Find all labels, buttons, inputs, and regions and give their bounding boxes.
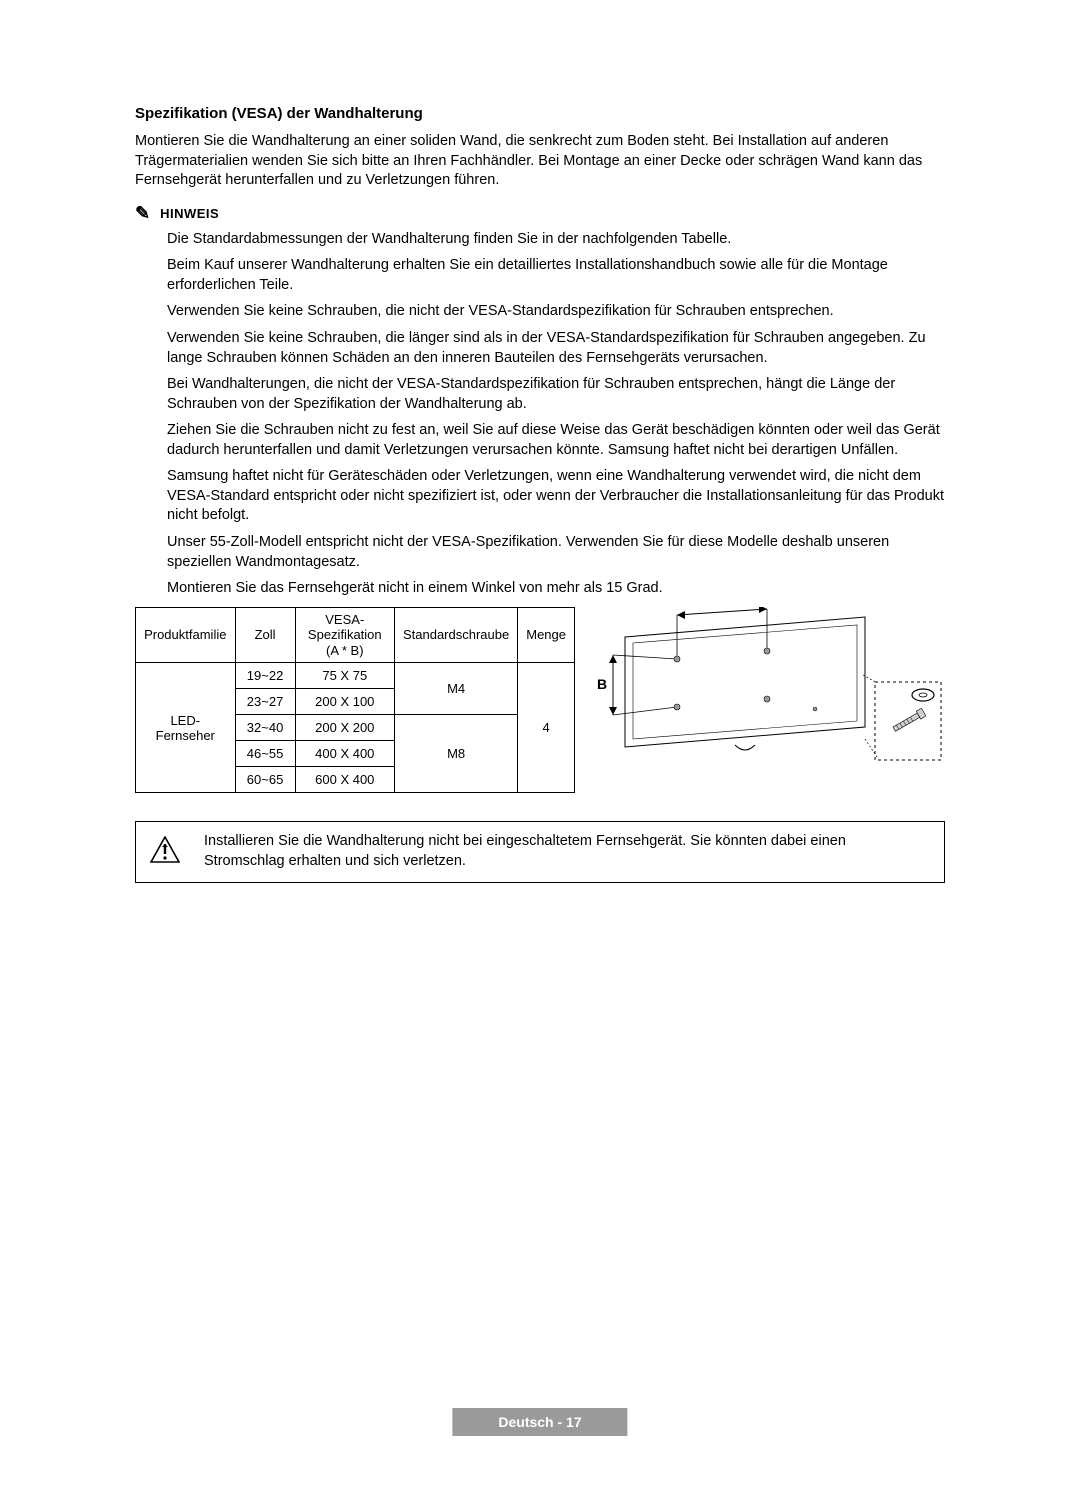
warning-triangle-icon — [150, 836, 180, 869]
page-footer: Deutsch - 17 — [452, 1408, 627, 1436]
vesa-table: Produktfamilie Zoll VESA-Spezifikation (… — [135, 607, 575, 794]
list-item: Unser 55-Zoll-Modell entspricht nicht de… — [167, 533, 945, 572]
warning-text: Installieren Sie die Wandhalterung nicht… — [204, 832, 930, 871]
cell-screw-m8: M8 — [394, 715, 517, 793]
header-product-family: Produktfamilie — [136, 607, 236, 663]
list-item: Montieren Sie das Fernsehgerät nicht in … — [167, 579, 945, 599]
pencil-icon: ✎ — [135, 203, 150, 224]
detail-dot — [813, 707, 817, 711]
cell-zoll: 60~65 — [235, 767, 295, 793]
dim-b-label: B — [597, 676, 607, 692]
hinweis-label: HINWEIS — [160, 206, 219, 221]
cell-vesa: 200 X 100 — [295, 689, 394, 715]
dim-a-label: A — [719, 607, 729, 609]
vesa-spec-line2: (A * B) — [326, 643, 364, 658]
vesa-hole — [674, 656, 680, 662]
hinweis-row: ✎ HINWEIS — [135, 203, 945, 224]
warning-box: Installieren Sie die Wandhalterung nicht… — [135, 821, 945, 882]
vesa-diagram: A B — [585, 607, 945, 777]
list-item: Die Standardabmessungen der Wandhalterun… — [167, 230, 945, 250]
cell-qty: 4 — [518, 663, 575, 793]
header-qty: Menge — [518, 607, 575, 663]
header-vesa-spec: VESA-Spezifikation (A * B) — [295, 607, 394, 663]
cell-zoll: 32~40 — [235, 715, 295, 741]
cell-vesa: 200 X 200 — [295, 715, 394, 741]
stand-hint — [735, 745, 755, 750]
list-item: Verwenden Sie keine Schrauben, die länge… — [167, 329, 945, 368]
list-item: Beim Kauf unserer Wandhalterung erhalten… — [167, 256, 945, 295]
vesa-hole — [674, 704, 680, 710]
list-item: Bei Wandhalterungen, die nicht der VESA-… — [167, 375, 945, 414]
cell-vesa: 75 X 75 — [295, 663, 394, 689]
dim-b-arrow-top — [609, 655, 617, 663]
cell-product-family: LED-Fernseher — [136, 663, 236, 793]
dim-a-line — [677, 609, 767, 615]
table-row: LED-Fernseher 19~22 75 X 75 M4 4 — [136, 663, 575, 689]
dim-a-arrow-right — [759, 607, 767, 613]
dim-a-arrow-left — [677, 611, 685, 619]
tv-panel — [625, 617, 865, 747]
cell-zoll: 46~55 — [235, 741, 295, 767]
section-title: Spezifikation (VESA) der Wandhalterung — [135, 105, 945, 122]
list-item: Samsung haftet nicht für Geräteschäden o… — [167, 467, 945, 526]
vesa-spec-line1: VESA-Spezifikation — [308, 612, 382, 643]
vesa-hole — [764, 648, 770, 654]
cell-zoll: 23~27 — [235, 689, 295, 715]
cell-vesa: 400 X 400 — [295, 741, 394, 767]
cell-zoll: 19~22 — [235, 663, 295, 689]
header-screw: Standardschraube — [394, 607, 517, 663]
cell-vesa: 600 X 400 — [295, 767, 394, 793]
list-item: Verwenden Sie keine Schrauben, die nicht… — [167, 302, 945, 322]
table-header-row: Produktfamilie Zoll VESA-Spezifikation (… — [136, 607, 575, 663]
hinweis-bullets: Die Standardabmessungen der Wandhalterun… — [135, 230, 945, 599]
header-zoll: Zoll — [235, 607, 295, 663]
cell-screw-m4: M4 — [394, 663, 517, 715]
dim-b-arrow-bottom — [609, 707, 617, 715]
intro-paragraph: Montieren Sie die Wandhalterung an einer… — [135, 132, 945, 191]
list-item: Ziehen Sie die Schrauben nicht zu fest a… — [167, 421, 945, 460]
tv-back-diagram-svg: A B — [585, 607, 945, 772]
vesa-hole — [764, 696, 770, 702]
